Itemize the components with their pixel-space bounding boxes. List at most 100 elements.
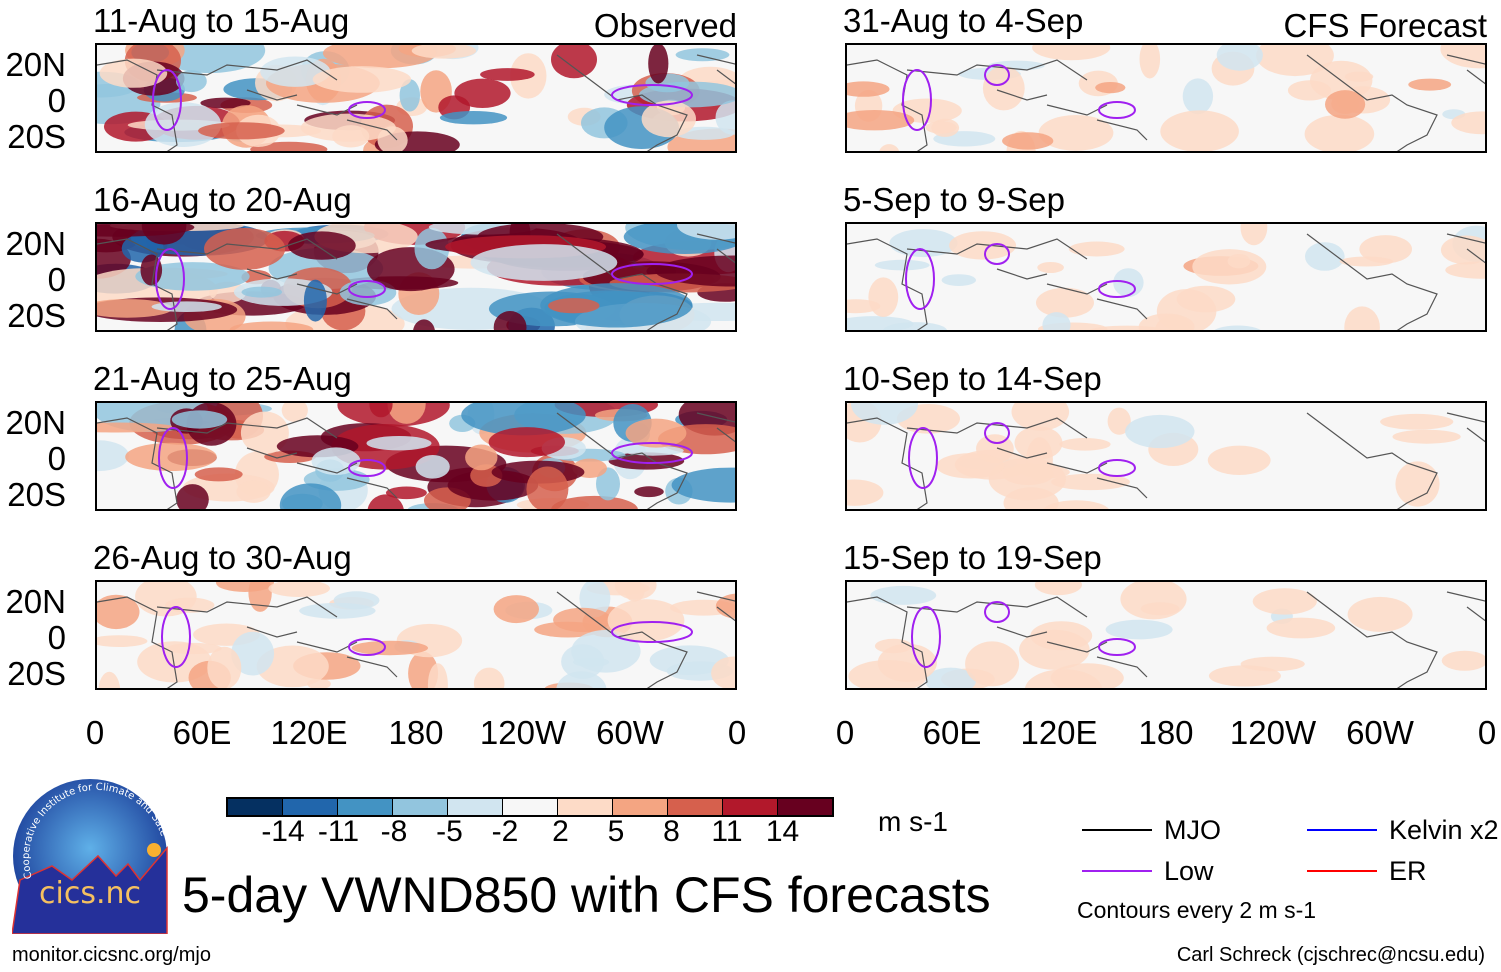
lat-label: 20S xyxy=(7,297,66,334)
anomaly-blob xyxy=(1068,241,1125,257)
lon-label: 60W xyxy=(1346,714,1414,751)
anomaly-blob xyxy=(879,144,900,151)
contours-note: Contours every 2 m s-1 xyxy=(1077,897,1317,923)
panel-title: 16-Aug to 20-Aug xyxy=(93,181,352,218)
anomaly-blob xyxy=(874,259,930,271)
colorbar-swatch xyxy=(668,799,723,815)
anomaly-blob xyxy=(1095,82,1126,94)
anomaly-blob xyxy=(1037,262,1064,273)
map-panel xyxy=(95,401,737,511)
lon-label: 120E xyxy=(270,714,348,751)
anomaly-blob xyxy=(332,125,370,148)
anomaly-blob xyxy=(1304,114,1375,151)
legend-line xyxy=(1307,870,1377,872)
lon-label: 60E xyxy=(172,714,232,751)
anomaly-blob xyxy=(439,111,508,125)
anomaly-blob xyxy=(648,45,669,84)
panel-tag: CFS Forecast xyxy=(1283,7,1487,44)
anomaly-blob xyxy=(551,495,638,509)
lat-label: 0 xyxy=(47,82,66,119)
anomaly-blob xyxy=(97,635,148,647)
anomaly-blob xyxy=(634,486,664,498)
legend-label: Kelvin x2 xyxy=(1389,815,1499,845)
anomaly-blob xyxy=(493,595,539,624)
lat-label: 20S xyxy=(7,655,66,692)
anomaly-blob xyxy=(415,455,450,479)
legend-label: Low xyxy=(1164,856,1214,886)
legend-label: MJO xyxy=(1164,815,1221,845)
panel-title: 11-Aug to 15-Aug xyxy=(93,2,350,39)
lat-label: 20N xyxy=(5,46,66,83)
svg-text:cics.nc: cics.nc xyxy=(39,876,141,911)
anomaly-blob xyxy=(287,231,356,260)
anomaly-blob xyxy=(480,68,535,81)
wind-anomaly-field xyxy=(847,45,1485,151)
map-panel xyxy=(845,222,1487,332)
anomaly-blob xyxy=(1445,261,1485,279)
panel-title: 5-Sep to 9-Sep xyxy=(843,181,1065,218)
anomaly-blob xyxy=(299,602,376,619)
anomaly-blob xyxy=(982,66,1025,111)
colorbar-swatch xyxy=(393,799,448,815)
colorbar-swatch xyxy=(503,799,558,815)
panel-title: 15-Sep to 19-Sep xyxy=(843,539,1102,576)
anomaly-blob xyxy=(1192,249,1267,285)
colorbar-swatch xyxy=(448,799,503,815)
colorbar-swatch xyxy=(778,799,832,815)
anomaly-blob xyxy=(548,298,600,314)
anomaly-blob xyxy=(377,126,408,151)
colorbar-label: -2 xyxy=(491,815,519,848)
anomaly-blob xyxy=(671,467,735,503)
lat-label: 0 xyxy=(47,440,66,477)
lon-label: 60W xyxy=(596,714,664,751)
anomaly-blob xyxy=(1024,669,1103,688)
lon-label: 60E xyxy=(922,714,982,751)
anomaly-blob xyxy=(248,582,272,612)
anomaly-blob xyxy=(367,494,404,509)
anomaly-blob xyxy=(454,78,511,108)
colorbar-swatch xyxy=(338,799,393,815)
anomaly-blob xyxy=(1214,325,1261,330)
anomaly-blob xyxy=(236,480,271,503)
anomaly-blob xyxy=(624,582,645,602)
anomaly-blob xyxy=(207,646,242,688)
anomaly-blob xyxy=(889,229,958,258)
anomaly-blob xyxy=(847,81,890,97)
anomaly-blob xyxy=(1182,78,1214,115)
anomaly-blob xyxy=(848,660,927,688)
mjo-low-contours xyxy=(902,64,1136,131)
panel-title: 26-Aug to 30-Aug xyxy=(93,539,352,576)
anomaly-blob xyxy=(1125,414,1195,449)
anomaly-blob xyxy=(279,483,342,509)
colorbar-swatch xyxy=(613,799,668,815)
cics-logo: cics.nc Cooperative Institute for Climat… xyxy=(9,770,169,935)
anomaly-blob xyxy=(465,444,498,471)
anomaly-blob xyxy=(882,322,948,330)
anomaly-blob xyxy=(1207,445,1271,475)
anomaly-blob xyxy=(427,663,448,688)
anomaly-blob xyxy=(125,442,217,471)
map-panel xyxy=(845,43,1487,153)
footer-credit: Carl Schreck (cjschrec@ncsu.edu) xyxy=(1176,944,1485,966)
lat-label: 20N xyxy=(5,225,66,262)
anomaly-blob xyxy=(1107,407,1131,435)
anomaly-blob xyxy=(144,102,222,147)
anomaly-blob xyxy=(1441,650,1485,671)
anomaly-blob xyxy=(655,255,735,287)
anomaly-blob xyxy=(229,321,314,330)
anomaly-blob xyxy=(936,453,1005,479)
anomaly-blob xyxy=(1240,224,1268,246)
anomaly-blob xyxy=(847,479,884,506)
lat-label: 0 xyxy=(47,261,66,298)
map-panel xyxy=(95,222,737,332)
anomaly-blob xyxy=(414,227,450,270)
colorbar-swatch xyxy=(228,799,283,815)
lon-label: 120W xyxy=(1229,714,1317,751)
figure-title: 5-day VWND850 with CFS forecasts xyxy=(182,867,991,923)
anomaly-blob xyxy=(847,299,881,314)
map-panel xyxy=(845,401,1487,511)
anomaly-blob xyxy=(200,97,251,109)
anomaly-blob xyxy=(473,667,505,688)
anomaly-blob xyxy=(1359,235,1412,264)
lon-label: 180 xyxy=(388,714,444,751)
